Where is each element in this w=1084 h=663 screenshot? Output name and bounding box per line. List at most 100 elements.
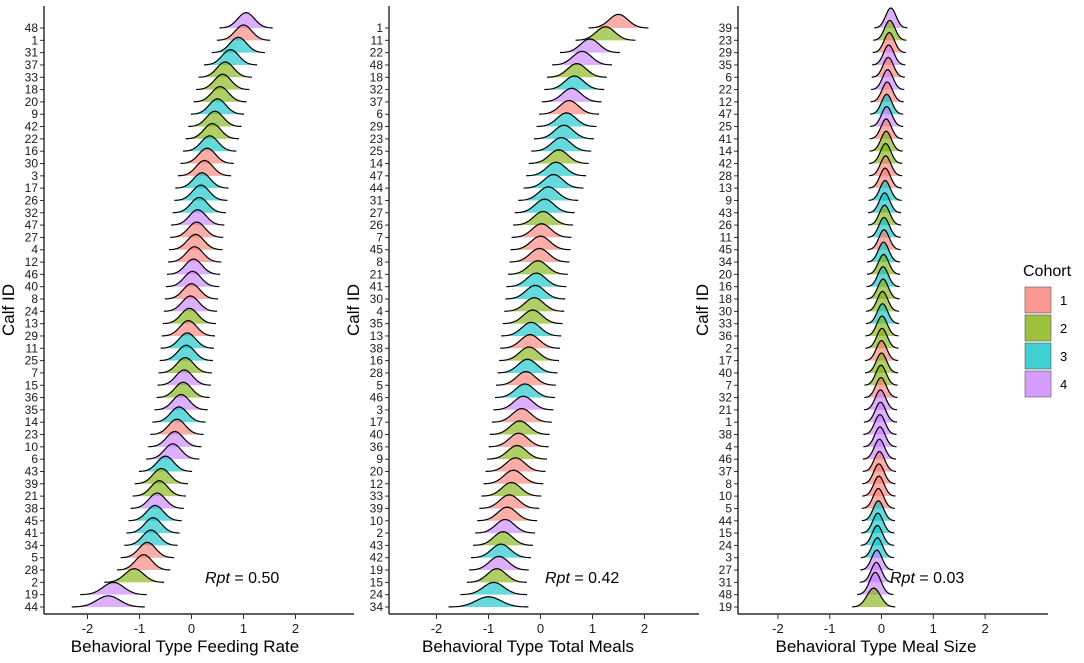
ridge-line-11 bbox=[160, 332, 214, 349]
y-tick-label: 43 bbox=[370, 538, 384, 552]
ridge-line-22 bbox=[185, 122, 239, 140]
y-tick-label: 2 bbox=[725, 341, 732, 355]
legend-swatch-4 bbox=[1024, 370, 1052, 398]
ridge-line-28 bbox=[869, 155, 903, 177]
y-tick-label: 28 bbox=[370, 366, 384, 380]
y-tick-label: 17 bbox=[25, 181, 39, 195]
x-tick-label: -1 bbox=[483, 621, 495, 636]
x-tick-label: 1 bbox=[589, 621, 596, 636]
ridge-line-7 bbox=[511, 223, 572, 238]
y-tick-label: 9 bbox=[725, 193, 732, 207]
ridge-line-41 bbox=[869, 118, 903, 140]
ridge-line-33 bbox=[198, 61, 252, 78]
ridge-line-42 bbox=[869, 142, 903, 164]
y-tick-label: 1 bbox=[725, 415, 732, 429]
y-tick-label: 19 bbox=[370, 563, 384, 577]
ridge-line-5 bbox=[861, 487, 896, 509]
ridge-line-39 bbox=[479, 494, 540, 509]
y-tick-label: 43 bbox=[719, 206, 733, 220]
y-tick-label: 23 bbox=[719, 33, 733, 47]
x-tick-label: 2 bbox=[641, 621, 648, 636]
ridge-fill-6 bbox=[539, 100, 600, 115]
ridge-line-28 bbox=[117, 554, 171, 571]
ridge-line-30 bbox=[505, 284, 566, 300]
y-tick-label: 35 bbox=[370, 317, 384, 331]
y-tick-label: 29 bbox=[370, 120, 384, 134]
ridge-fill-2 bbox=[104, 568, 165, 583]
y-tick-label: 14 bbox=[719, 144, 733, 158]
y-tick-label: 7 bbox=[376, 230, 383, 244]
ridge-line-45 bbox=[128, 504, 182, 522]
y-tick-label: 13 bbox=[719, 181, 733, 195]
y-tick-label: 33 bbox=[719, 317, 733, 331]
y-tick-label: 20 bbox=[370, 464, 384, 478]
ridge-line-11 bbox=[575, 26, 636, 41]
ridge-line-21 bbox=[863, 389, 898, 411]
ridge-line-9 bbox=[190, 98, 245, 115]
x-tick-label: -2 bbox=[772, 621, 784, 636]
y-tick-label: 11 bbox=[720, 230, 733, 244]
ridge-fill-36 bbox=[488, 433, 549, 447]
ridge-line-31 bbox=[859, 561, 893, 583]
legend-label-2: 2 bbox=[1060, 321, 1067, 336]
ridge-line-9 bbox=[487, 444, 548, 460]
y-tick-label: 45 bbox=[25, 514, 39, 528]
x-axis-title: Behavioral Type Meal Size bbox=[776, 637, 977, 656]
y-tick-label: 17 bbox=[370, 415, 384, 429]
y-tick-label: 18 bbox=[370, 70, 384, 84]
y-tick-label: 28 bbox=[719, 169, 733, 183]
ridge-fill-37 bbox=[541, 88, 602, 102]
ridge-line-10 bbox=[862, 475, 896, 497]
ridge-line-25 bbox=[531, 136, 592, 152]
ridge-line-43 bbox=[473, 531, 534, 546]
x-tick-label: -1 bbox=[134, 621, 146, 636]
ridge-fill-21 bbox=[507, 260, 568, 275]
y-tick-label: 40 bbox=[719, 366, 733, 380]
ridge-fill-47 bbox=[526, 162, 587, 176]
ridge-line-22 bbox=[559, 38, 620, 54]
ridge-line-12 bbox=[167, 246, 222, 263]
y-tick-label: 46 bbox=[370, 391, 384, 405]
y-tick-label: 10 bbox=[25, 440, 39, 454]
y-tick-label: 23 bbox=[25, 428, 39, 442]
ridge-fill-13 bbox=[501, 322, 562, 336]
y-tick-label: 24 bbox=[25, 304, 39, 318]
y-tick-label: 11 bbox=[371, 33, 384, 47]
ridge-fill-17 bbox=[491, 408, 552, 423]
y-axis-title: Calf ID bbox=[0, 284, 18, 336]
ridge-line-36 bbox=[488, 432, 549, 448]
ridge-line-3 bbox=[493, 395, 554, 411]
y-tick-label: 31 bbox=[719, 575, 733, 589]
ridge-line-16 bbox=[866, 266, 900, 288]
ridge-line-13 bbox=[162, 307, 217, 325]
rpt-value: = 0.50 bbox=[230, 570, 279, 587]
ridge-line-26 bbox=[174, 184, 228, 201]
ridge-line-14 bbox=[869, 130, 903, 152]
y-tick-label: 36 bbox=[25, 391, 39, 405]
ridge-line-31 bbox=[211, 36, 265, 54]
y-tick-label: 21 bbox=[719, 403, 733, 417]
ridge-line-12 bbox=[483, 469, 544, 485]
y-tick-label: 24 bbox=[719, 538, 733, 552]
ridge-line-35 bbox=[154, 393, 208, 411]
ridge-fill-10 bbox=[477, 507, 538, 521]
y-tick-label: 14 bbox=[370, 157, 384, 171]
y-tick-label: 8 bbox=[31, 292, 38, 306]
y-tick-label: 6 bbox=[725, 70, 732, 84]
y-tick-label: 42 bbox=[719, 157, 733, 171]
ridge-line-29 bbox=[872, 32, 906, 54]
y-axis-title: Calf ID bbox=[344, 284, 363, 336]
ridge-fill-42 bbox=[471, 544, 531, 558]
ridge-fill-39 bbox=[479, 494, 540, 509]
ridge-line-27 bbox=[860, 549, 894, 571]
ridge-line-29 bbox=[536, 112, 597, 128]
ridge-line-31 bbox=[518, 186, 579, 201]
ridge-line-20 bbox=[193, 85, 247, 103]
y-tick-label: 3 bbox=[31, 169, 38, 183]
ridge-line-40 bbox=[165, 270, 220, 288]
ridge-fill-38 bbox=[500, 334, 561, 349]
x-tick-label: -1 bbox=[824, 621, 836, 636]
y-tick-label: 21 bbox=[25, 489, 39, 503]
ridge-fill-32 bbox=[544, 75, 605, 90]
